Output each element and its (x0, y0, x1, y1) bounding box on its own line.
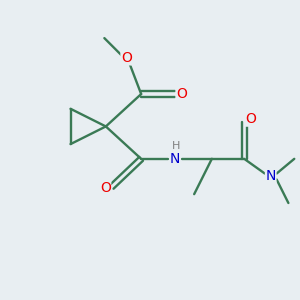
Text: H: H (172, 142, 181, 152)
Text: O: O (245, 112, 256, 126)
Text: N: N (170, 152, 180, 166)
Text: O: O (176, 87, 187, 101)
Text: O: O (100, 181, 111, 195)
Text: N: N (266, 169, 276, 184)
Text: O: O (121, 51, 132, 65)
